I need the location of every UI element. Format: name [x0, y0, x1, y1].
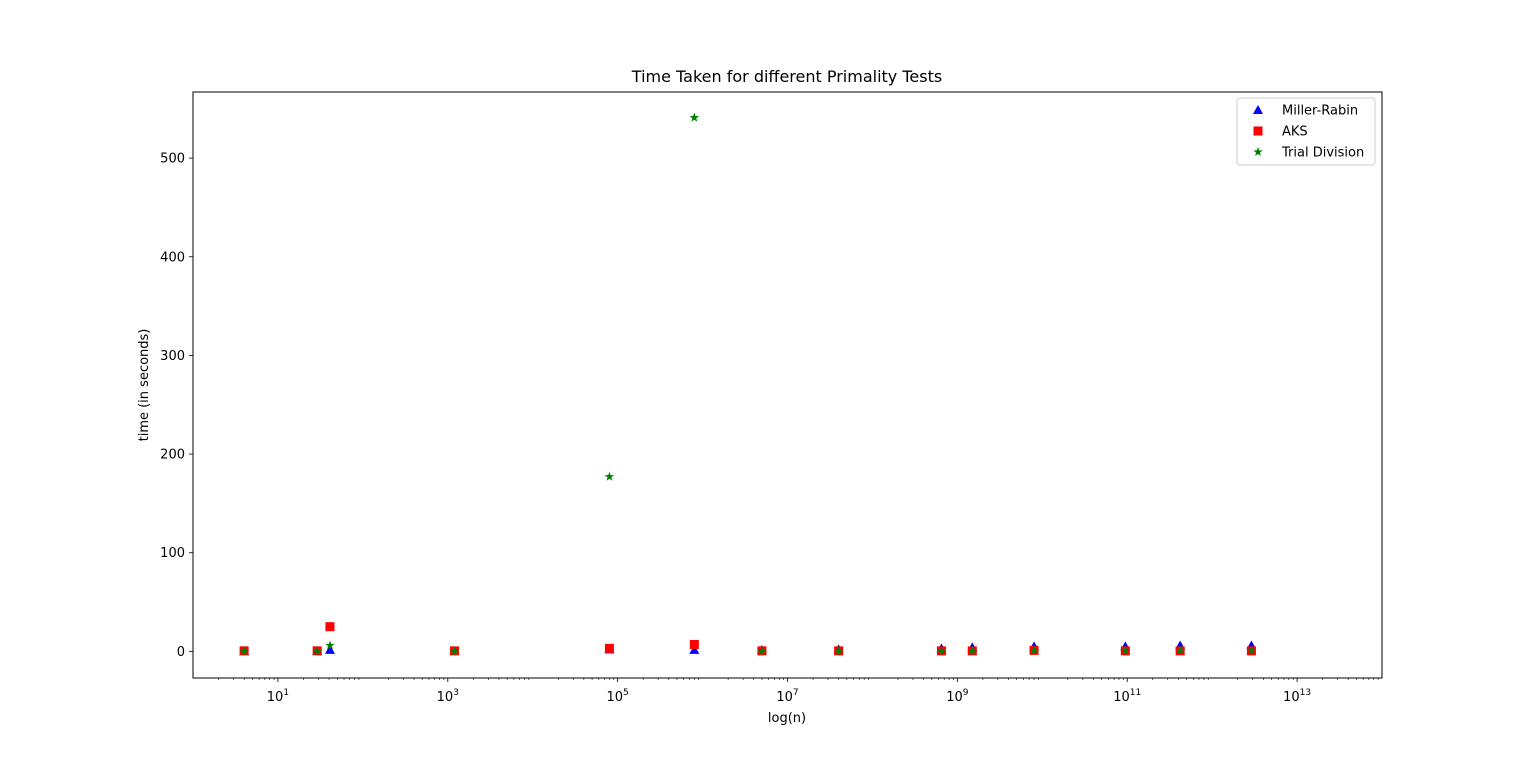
data-point — [833, 645, 844, 656]
y-axis-label: time (in seconds) — [137, 329, 152, 442]
y-tick-label: 500 — [160, 152, 185, 167]
data-point — [1175, 645, 1185, 655]
x-tick-label: 1011 — [1113, 688, 1141, 705]
legend-items: Miller-Rabin AKS Trial Division — [1253, 104, 1364, 161]
data-point — [325, 622, 335, 632]
data-point — [324, 644, 335, 654]
data-point — [1246, 645, 1257, 655]
legend-marker — [1253, 105, 1263, 114]
legend-label: AKS — [1282, 125, 1308, 140]
series-trial-division — [239, 112, 1257, 656]
legend-label: Trial Division — [1281, 146, 1364, 161]
y-tick-label: 400 — [160, 250, 185, 265]
data-point — [689, 112, 700, 122]
data-point — [967, 645, 978, 655]
legend-item: Trial Division — [1253, 146, 1364, 161]
legend-marker — [1253, 126, 1263, 136]
legend-item: Miller-Rabin — [1253, 104, 1358, 119]
legend-frame — [1236, 97, 1376, 166]
data-point — [936, 645, 947, 655]
y-axis-ticks: 0 100 200 300 400 500 — [160, 152, 193, 660]
x-tick-label: 103 — [437, 688, 459, 705]
data-point — [239, 646, 249, 656]
data-point — [604, 643, 614, 653]
legend: Miller-Rabin AKS Trial Division — [1236, 97, 1376, 166]
x-axis-ticks: 101 103 105 107 109 1011 1013 — [218, 678, 1379, 705]
series-miller-rabin — [239, 640, 1257, 656]
data-point — [1029, 645, 1039, 655]
data-marks — [239, 112, 1257, 656]
y-tick-label: 100 — [160, 546, 185, 561]
chart-title: Time Taken for different Primality Tests — [631, 67, 942, 86]
data-point — [312, 646, 322, 656]
data-point — [689, 639, 699, 649]
legend-label: Miller-Rabin — [1282, 104, 1358, 119]
x-tick-label: 101 — [267, 688, 289, 705]
plot-area — [192, 91, 1383, 679]
data-point — [604, 471, 615, 481]
data-point — [325, 640, 335, 650]
series-aks — [239, 622, 1256, 656]
y-tick-label: 300 — [160, 349, 185, 364]
y-tick-label: 200 — [160, 448, 185, 463]
x-tick-label: 107 — [776, 688, 798, 705]
x-axis-label: log(n) — [768, 711, 806, 726]
x-tick-label: 109 — [946, 688, 969, 705]
data-point — [449, 646, 460, 656]
x-tick-label: 1013 — [1283, 688, 1311, 705]
data-point — [689, 644, 700, 654]
legend-item: AKS — [1253, 125, 1308, 140]
plot-frame — [192, 91, 1383, 679]
data-point — [1120, 645, 1131, 655]
x-tick-label: 105 — [607, 688, 629, 705]
legend-marker — [1253, 147, 1263, 157]
y-tick-label: 0 — [177, 645, 185, 660]
data-point — [757, 646, 767, 656]
